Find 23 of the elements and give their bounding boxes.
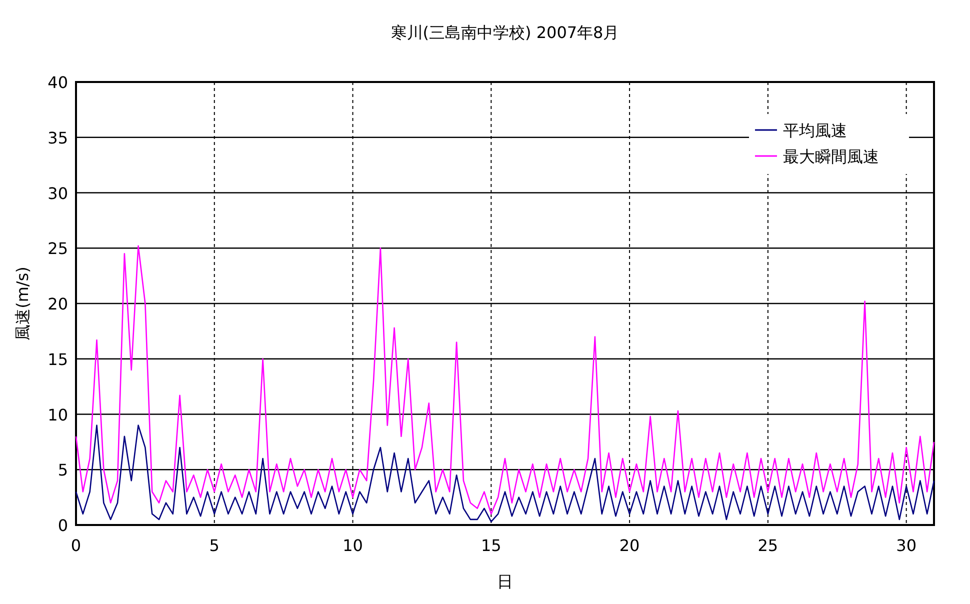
y-axis-title: 風速(m/s) [13,266,32,340]
x-tick-label: 5 [209,536,220,555]
y-tick-label: 0 [58,516,68,535]
y-tick-label: 35 [48,128,68,148]
y-tick-label: 25 [48,239,68,258]
legend-label: 最大瞬間風速 [783,147,879,166]
chart-title: 寒川(三島南中学校) 2007年8月 [390,23,620,42]
x-tick-label: 25 [758,536,778,555]
x-tick-label: 20 [619,536,640,555]
x-tick-label: 30 [896,536,916,555]
y-tick-label: 5 [58,460,68,480]
x-tick-label: 0 [70,536,82,555]
y-tick-label: 20 [48,294,68,314]
y-tick-label: 30 [48,184,68,203]
legend-label: 平均風速 [783,121,847,140]
x-tick-label: 10 [342,536,363,555]
y-tick-label: 40 [48,73,68,92]
x-tick-label: 15 [480,536,502,555]
line-series [75,424,935,522]
x-axis-title: 日 [497,572,513,591]
y-tick-label: 10 [48,405,68,424]
line-series [75,245,935,515]
y-tick-label: 15 [48,350,68,369]
